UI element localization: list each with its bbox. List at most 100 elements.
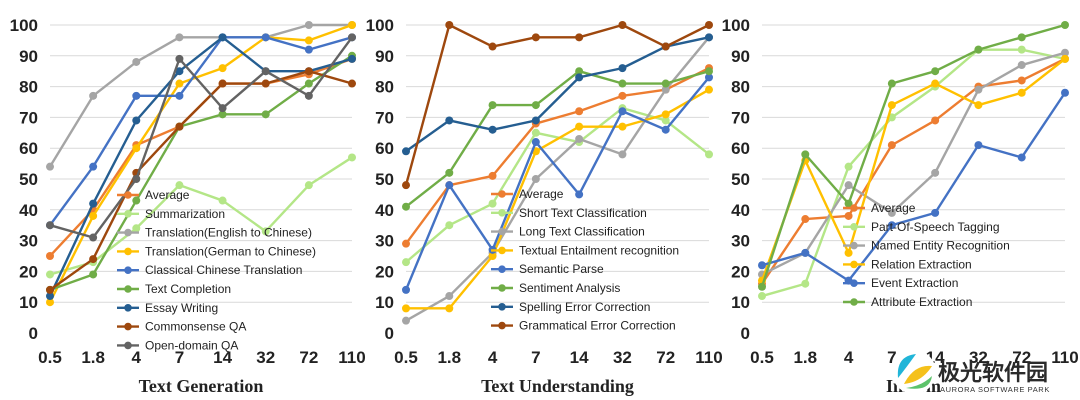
data-point [304, 21, 313, 29]
series-line [761, 92, 1066, 282]
x-tick-label: 110 [695, 348, 722, 367]
legend-swatch-marker [124, 191, 132, 199]
data-point [661, 42, 670, 51]
data-point [445, 21, 454, 29]
watermark-subtitle: AURORA SOFTWARE PARK [940, 385, 1050, 394]
data-point [132, 196, 141, 205]
data-point [618, 64, 627, 73]
data-point [348, 21, 356, 29]
data-point [402, 304, 410, 313]
legend-swatch-marker [498, 190, 506, 198]
watermark-logo-petal-blue [897, 354, 916, 378]
series-text-completion [46, 51, 356, 294]
data-point [402, 258, 410, 267]
x-tick-label: 1.8 [437, 348, 461, 367]
data-point [175, 181, 184, 190]
chart-panel-2: 0 10 20 30 40 50 60 70 80 90 100 0.5 1.8 4 7 14 32 72 110 T… [366, 16, 723, 396]
legend-swatch-marker [124, 285, 132, 293]
data-point [974, 85, 983, 94]
data-point [705, 85, 713, 94]
x-tick-label: 1.8 [793, 348, 817, 367]
y-tick-label: 40 [731, 201, 750, 220]
watermark-logo-petal-yellow [904, 365, 932, 384]
data-point [132, 175, 141, 183]
data-point [618, 107, 627, 116]
series-line [49, 69, 353, 291]
data-point [175, 67, 184, 76]
x-tick-label: 14 [213, 348, 232, 367]
legend-swatch-marker [124, 322, 132, 331]
data-point [89, 270, 98, 279]
series-textual-entailment-recognition [402, 85, 713, 313]
legend-swatch-marker [124, 304, 132, 312]
data-point [46, 252, 54, 260]
legend-swatch-marker [850, 241, 858, 250]
series-line [48, 23, 353, 303]
x-tick-label: 7 [175, 348, 184, 367]
data-point [705, 73, 713, 82]
data-point [801, 215, 810, 224]
data-point [758, 292, 766, 301]
data-point [974, 45, 983, 54]
legend-label: Relation Extraction [871, 257, 972, 271]
x-tick-label: 4 [844, 348, 854, 367]
data-point [1017, 88, 1026, 97]
data-point [402, 285, 410, 294]
data-point [531, 101, 540, 110]
data-point [575, 107, 584, 116]
data-point [575, 73, 584, 82]
x-tick-label: 32 [969, 348, 988, 367]
data-point [402, 147, 410, 156]
series-attribute-extraction [758, 21, 1069, 291]
data-point [218, 110, 227, 119]
x-tick-label: 32 [613, 348, 632, 367]
x-tick-label: 0.5 [38, 348, 62, 367]
legend-label: Essay Writing [145, 301, 218, 315]
series-line [760, 23, 1066, 288]
data-point [488, 125, 497, 134]
data-point [132, 57, 141, 66]
y-tick-label: 30 [731, 232, 750, 251]
data-point [261, 110, 270, 119]
data-point [618, 150, 627, 159]
legend-label: Commonsense QA [145, 320, 246, 334]
data-point [931, 67, 940, 76]
series-line [761, 57, 1066, 285]
data-point [974, 141, 983, 150]
legend-swatch-marker [498, 321, 506, 330]
data-point [348, 54, 356, 63]
y-tick-label: 100 [366, 16, 394, 35]
legend-swatch-marker [850, 298, 858, 306]
data-point [46, 221, 54, 230]
data-point [132, 116, 141, 125]
series-grammatical-error-correction [402, 21, 713, 190]
y-tick-label: 100 [722, 16, 750, 35]
series-open-domain-qa [46, 33, 356, 242]
data-point [46, 270, 54, 279]
x-tick-label: 14 [570, 348, 589, 367]
y-tick-label: 60 [375, 139, 394, 158]
data-point [304, 45, 313, 54]
data-point [844, 181, 853, 190]
data-point [488, 42, 497, 51]
x-tick-label: 32 [256, 348, 275, 367]
legend-swatch-marker [498, 303, 506, 311]
data-point [844, 211, 853, 220]
legend-label: Part-Of-Speech Tagging [871, 220, 1000, 234]
legend-label: Text Completion [145, 282, 231, 296]
series-line [406, 88, 710, 310]
data-point [445, 168, 454, 177]
y-tick-label: 20 [19, 262, 38, 281]
data-point [132, 91, 141, 100]
watermark-logo-petal-green [906, 376, 932, 389]
x-tick-label: 110 [1051, 348, 1078, 367]
data-point [175, 79, 184, 88]
data-point [488, 101, 497, 110]
data-point [1061, 88, 1069, 97]
data-point [575, 33, 584, 42]
y-tick-label: 90 [731, 47, 750, 66]
data-point [132, 224, 141, 233]
data-point [1061, 54, 1069, 63]
x-axis-label: Text Generation [139, 376, 264, 396]
